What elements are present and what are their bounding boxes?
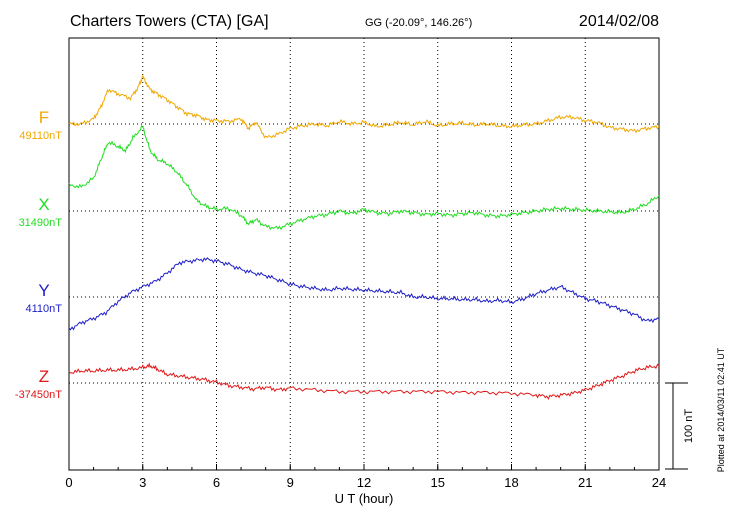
x-tick-label: 15 bbox=[431, 475, 445, 490]
component-letter-f: F bbox=[39, 108, 49, 127]
component-letter-x: X bbox=[38, 195, 49, 214]
series-layer bbox=[68, 74, 660, 401]
plotted-timestamp: Plotted at 2014/03/11 02:41 UT bbox=[716, 347, 726, 472]
series-line-x bbox=[68, 124, 660, 231]
scale-bar-label: 100 nT bbox=[683, 409, 695, 444]
station-coordinates: GG (-20.09°, 146.26°) bbox=[365, 17, 472, 29]
baseline-value-x: 31490nT bbox=[19, 217, 63, 229]
baseline-value-z: -37450nT bbox=[15, 389, 62, 401]
grid bbox=[69, 38, 659, 470]
baseline-value-y: 4110nT bbox=[26, 303, 63, 315]
baseline-value-f: 49110nT bbox=[19, 130, 62, 142]
series-line-y bbox=[68, 257, 660, 331]
station-title: Charters Towers (CTA) [GA] bbox=[70, 13, 269, 30]
x-axis-ticks: 0 3 6 9 12 15 18 21 24 bbox=[65, 464, 666, 490]
x-axis-label: U T (hour) bbox=[335, 491, 394, 506]
scale-bar: 100 nT bbox=[665, 382, 695, 470]
x-tick-label: 18 bbox=[504, 475, 518, 490]
component-labels: F 49110nT X 31490nT Y 4110nT Z -37450nT bbox=[15, 108, 62, 401]
x-tick-label: 9 bbox=[287, 475, 294, 490]
series-line-z bbox=[68, 362, 660, 401]
component-letter-z: Z bbox=[39, 367, 49, 386]
chart-date: 2014/02/08 bbox=[579, 13, 659, 30]
x-tick-label: 6 bbox=[213, 475, 220, 490]
x-tick-label: 21 bbox=[578, 475, 592, 490]
series-line-f bbox=[68, 74, 660, 139]
x-tick-label: 3 bbox=[139, 475, 146, 490]
x-tick-label: 0 bbox=[65, 475, 72, 490]
component-letter-y: Y bbox=[38, 281, 49, 300]
x-tick-label: 12 bbox=[357, 475, 371, 490]
x-tick-label: 24 bbox=[652, 475, 666, 490]
